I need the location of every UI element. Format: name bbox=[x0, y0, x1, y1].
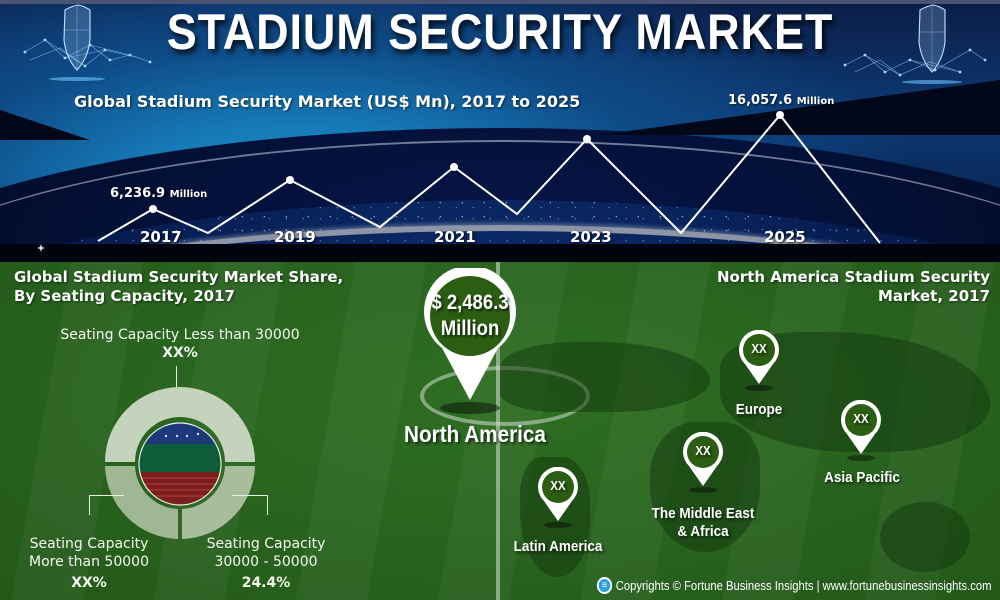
segment-name: Seating Capacity Less than 30000 bbox=[60, 327, 300, 343]
share-section-title: Global Stadium Security Market Share, By… bbox=[14, 268, 343, 306]
segment-value: 24.4% bbox=[241, 575, 291, 591]
x-tick-2023: 2023 bbox=[570, 228, 612, 246]
fortune-business-insights-logo-icon: ≡ bbox=[597, 577, 613, 594]
segment-value: XX% bbox=[162, 345, 198, 361]
region-label-europe: Europe bbox=[735, 401, 783, 418]
map-australia bbox=[880, 502, 970, 572]
region-label-north-america: North America bbox=[404, 421, 546, 447]
leader-line bbox=[90, 495, 124, 496]
x-tick-2017: 2017 bbox=[140, 228, 182, 246]
sparkle-stars bbox=[37, 244, 45, 252]
share-title-line1: Global Stadium Security Market Share, bbox=[14, 268, 344, 286]
x-tick-2019: 2019 bbox=[274, 228, 316, 246]
region-label-latin-america: Latin America bbox=[513, 538, 603, 555]
copyright-footer: ≡ Copyrights © Fortune Business Insights… bbox=[597, 577, 992, 594]
decorative-wedge bbox=[0, 110, 90, 140]
stadium-rim bbox=[0, 225, 1000, 262]
region-name-line1: The Middle East bbox=[651, 505, 755, 522]
stadium-seats-image bbox=[139, 423, 221, 505]
stadium-floor bbox=[0, 244, 1000, 262]
north-america-value-line1: $ 2,486.3 bbox=[431, 291, 509, 314]
europe-value: XX bbox=[751, 341, 767, 356]
regional-section-title: North America Stadium Security Market, 2… bbox=[717, 268, 990, 306]
region-label-middle-east-africa: The Middle East & Africa bbox=[646, 505, 759, 541]
share-title-line2: By Seating Capacity, 2017 bbox=[14, 287, 235, 305]
leader-line bbox=[89, 495, 90, 515]
halfway-line bbox=[496, 262, 500, 600]
regional-title-line1: North America Stadium Security bbox=[716, 268, 990, 286]
line-chart-title: Global Stadium Security Market (US$ Mn),… bbox=[74, 92, 581, 111]
region-label-asia-pacific: Asia Pacific bbox=[824, 469, 900, 486]
latin-america-value: XX bbox=[550, 478, 566, 493]
copyright-text: Copyrights © Fortune Business Insights |… bbox=[616, 578, 992, 593]
donut-segment-30000-50000 bbox=[182, 466, 255, 539]
end-value-label: 16,057.6 Million bbox=[728, 93, 834, 108]
regional-title-line2: Market, 2017 bbox=[877, 287, 990, 305]
segment-name-line2: 30000 - 50000 bbox=[214, 554, 318, 570]
segment-value: XX% bbox=[71, 575, 107, 591]
segment-name-line2: More than 50000 bbox=[29, 554, 149, 570]
start-value-unit: Million bbox=[169, 189, 208, 200]
map-north-america bbox=[500, 342, 710, 412]
leader-line bbox=[176, 366, 177, 388]
donut-segment-less-30000 bbox=[105, 387, 255, 462]
leader-line bbox=[232, 495, 267, 496]
leader-line bbox=[267, 495, 268, 515]
north-america-map-pin-icon bbox=[424, 268, 516, 414]
header-banner: STADIUM SECURITY MARKET Global Stadium S… bbox=[0, 0, 1000, 262]
network-shield-icon bbox=[23, 4, 152, 81]
end-value: 16,057.6 bbox=[728, 93, 793, 108]
donut-segment-more-50000 bbox=[105, 466, 178, 539]
latin-america-map-pin-icon bbox=[538, 467, 578, 528]
asia-pacific-map-pin-icon bbox=[841, 400, 881, 461]
segment-label-more-50000: Seating Capacity More than 50000 XX% bbox=[14, 535, 164, 592]
start-value-label: 6,236.9 Million bbox=[110, 186, 207, 201]
page-title: STADIUM SECURITY MARKET bbox=[166, 4, 834, 60]
x-tick-2025: 2025 bbox=[764, 228, 806, 246]
region-name-line2: & Africa bbox=[677, 523, 729, 540]
decorative-wedge bbox=[600, 80, 1000, 135]
segment-label-less-30000: Seating Capacity Less than 30000 XX% bbox=[40, 326, 320, 362]
network-shield-icon bbox=[843, 4, 987, 84]
start-value: 6,236.9 bbox=[110, 186, 166, 201]
segment-label-30000-50000: Seating Capacity 30000 - 50000 24.4% bbox=[196, 535, 336, 592]
stadium-tier-line bbox=[0, 140, 1000, 262]
europe-map-pin-icon bbox=[739, 330, 779, 391]
market-trend-line bbox=[97, 113, 881, 244]
market-line-chart bbox=[37, 111, 881, 252]
middle-east-africa-map-pin-icon bbox=[683, 432, 723, 493]
segment-name: Seating Capacity bbox=[206, 536, 326, 552]
segment-name: Seating Capacity bbox=[29, 536, 149, 552]
data-point-markers bbox=[149, 111, 784, 213]
asia-pacific-value: XX bbox=[853, 411, 869, 426]
x-tick-2021: 2021 bbox=[434, 228, 476, 246]
seating-capacity-donut-chart bbox=[105, 387, 255, 539]
middle-east-africa-value: XX bbox=[695, 443, 711, 458]
end-value-unit: Million bbox=[796, 96, 835, 107]
north-america-value-line2: Million bbox=[440, 317, 500, 340]
